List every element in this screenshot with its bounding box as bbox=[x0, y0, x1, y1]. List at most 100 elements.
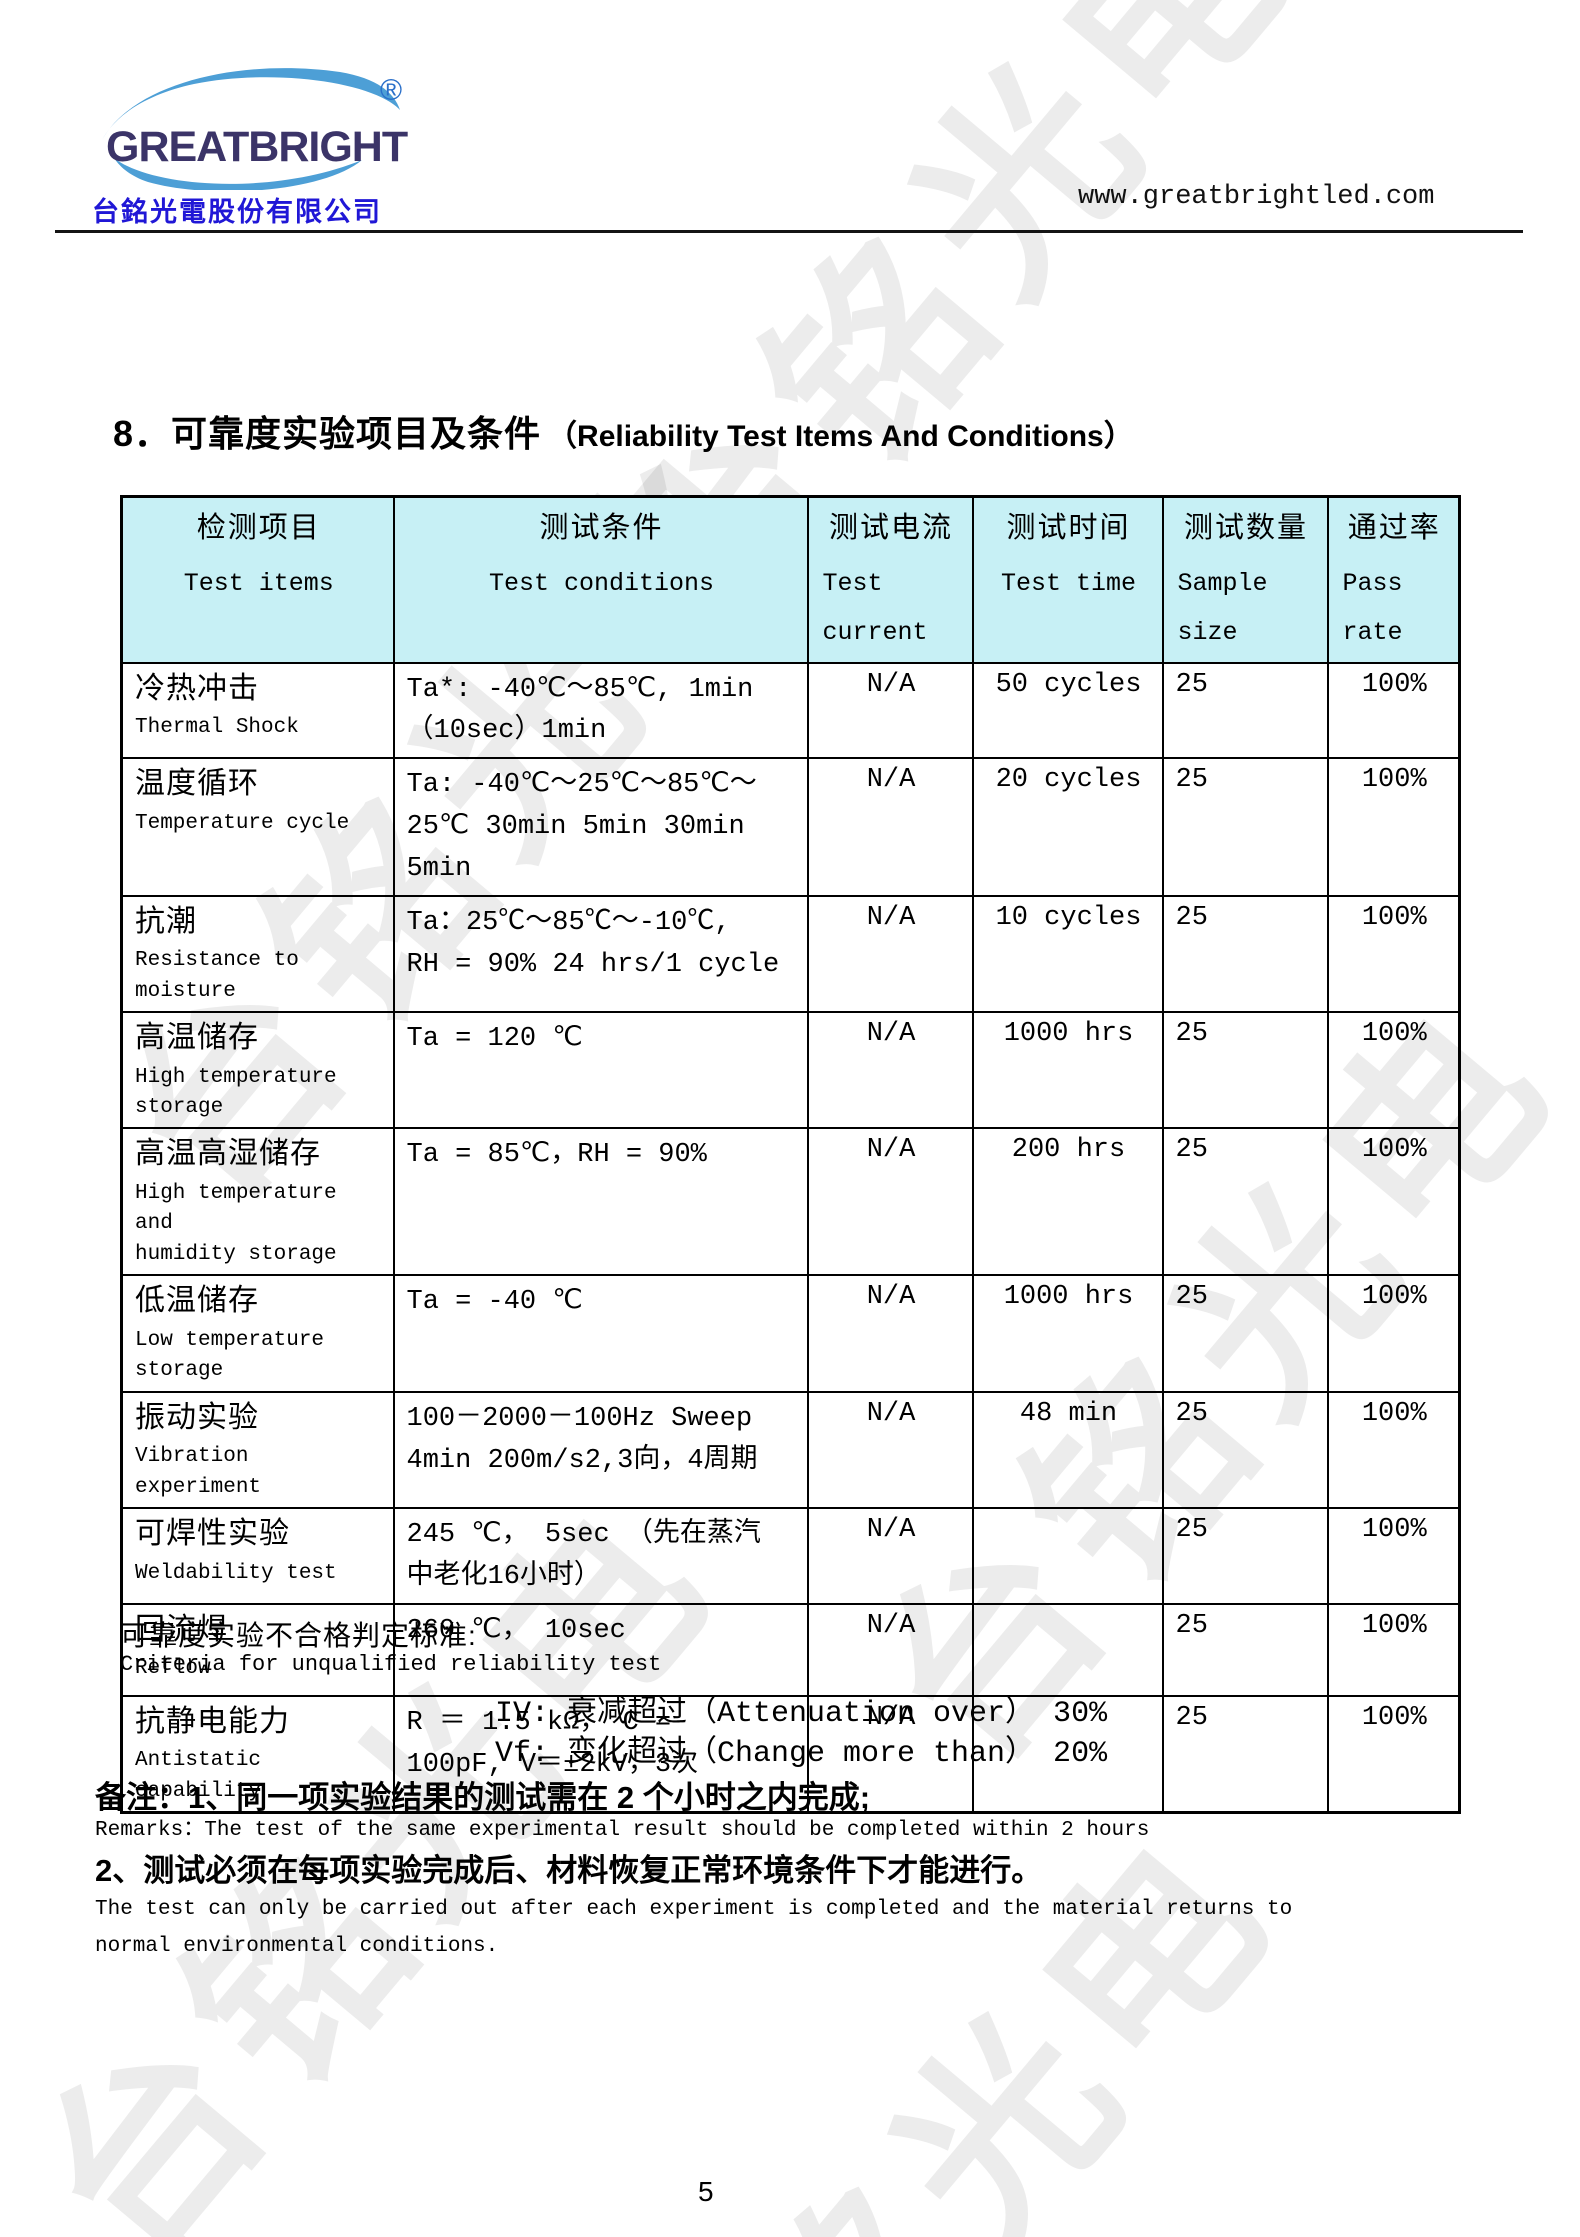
criteria-title-en: Criteria for unqualified reliability tes… bbox=[120, 1652, 662, 1677]
cell-test-conditions: Ta = -40 ℃ bbox=[392, 1274, 809, 1393]
cell-test-current: N/A bbox=[806, 661, 974, 760]
cell-test-conditions: 260 ℃， 10sec bbox=[392, 1602, 809, 1697]
cell-pass-rate: 100% bbox=[1326, 1274, 1461, 1393]
cell-test-current: N/A bbox=[806, 1011, 974, 1130]
cell-test-time: 1000 hrs bbox=[971, 1011, 1164, 1130]
test-item-en: Reflow bbox=[135, 1657, 211, 1681]
cell-test-item: 低温储存 Low temperature storage bbox=[120, 1274, 395, 1393]
column-header: 测试电流 Test current bbox=[806, 495, 974, 664]
test-item-en: Vibration experiment bbox=[135, 1445, 262, 1499]
cell-sample-size: 25 bbox=[1161, 1011, 1329, 1130]
cell-pass-rate: 100% bbox=[1326, 661, 1461, 760]
cell-test-time: 1000 hrs bbox=[971, 1274, 1164, 1393]
cell-pass-rate: 100% bbox=[1326, 1507, 1461, 1605]
test-item-en: High temperature and humidity storage bbox=[135, 1181, 337, 1266]
cell-test-current: N/A bbox=[806, 757, 974, 897]
column-header-en: Test time bbox=[1000, 569, 1137, 598]
cell-test-item: 高温高湿储存 High temperature and humidity stor… bbox=[120, 1127, 395, 1277]
column-header-zh: 测试电流 bbox=[828, 512, 953, 544]
column-header: 检测项目 Test items bbox=[120, 495, 395, 664]
test-item-zh: 回流焊 bbox=[135, 1612, 228, 1646]
cell-test-time: 50 cycles bbox=[971, 661, 1164, 760]
table-row: 低温储存 Low temperature storage Ta = -40 ℃ N/A… bbox=[120, 1274, 1461, 1393]
column-header-zh: 测试条件 bbox=[539, 512, 664, 544]
reliability-test-table: 检测项目 Test items 测试条件 Test conditions 测试电流 Tes… bbox=[120, 495, 1461, 1815]
cell-test-item: 振动实验 Vibration experiment bbox=[120, 1390, 395, 1510]
test-item-en: High temperature storage bbox=[135, 1065, 337, 1120]
test-item-zh: 高温高湿储存 bbox=[135, 1137, 321, 1171]
cell-test-item: 抗潮 Resistance to moisture bbox=[120, 894, 395, 1014]
test-item-zh: 低温储存 bbox=[135, 1284, 259, 1318]
website-url[interactable]: www.greatbrightled.com bbox=[1078, 182, 1435, 212]
test-item-en: Resistance to moisture bbox=[135, 949, 299, 1003]
table-row: 冷热冲击 Thermal Shock Ta*: -40℃～85℃, 1min （10… bbox=[120, 661, 1461, 760]
cell-test-time: 10 cycles bbox=[971, 894, 1164, 1014]
cell-test-time: 20 cycles bbox=[971, 757, 1164, 897]
test-item-zh: 抗潮 bbox=[135, 904, 197, 938]
table-row: 高温储存 High temperature storage Ta = 120 ℃ N/… bbox=[120, 1011, 1461, 1130]
cell-pass-rate: 100% bbox=[1326, 894, 1461, 1014]
cell-test-time bbox=[971, 1602, 1164, 1697]
cell-test-conditions: 100－2000－100Hz Sweep 4min 200m/s2,3向，4周期 bbox=[392, 1390, 809, 1510]
column-header-zh: 检测项目 bbox=[196, 512, 321, 544]
test-item-en: Low temperature storage bbox=[135, 1328, 325, 1383]
criteria-iv-line: IV: 衰减超过（Attenuation over） 30% bbox=[495, 1697, 1108, 1731]
column-header-en: Test items bbox=[183, 569, 334, 598]
column-header-en: Test conditions bbox=[488, 569, 715, 598]
cell-test-item: 高温储存 High temperature storage bbox=[120, 1011, 395, 1130]
cell-test-conditions: Ta：25℃～85℃～-10℃, RH = 90% 24 hrs/1 cycle bbox=[392, 894, 809, 1014]
svg-text:®: ® bbox=[380, 74, 402, 107]
table-row: 高温高湿储存 High temperature and humidity stor… bbox=[120, 1127, 1461, 1277]
test-item-en: Temperature cycle bbox=[135, 811, 350, 835]
cell-test-item: 抗静电能力 Antistatic capability bbox=[120, 1694, 395, 1814]
remark-2-en: The test can only be carried out after e… bbox=[95, 1898, 1293, 1958]
cell-pass-rate: 100% bbox=[1326, 757, 1461, 897]
remark-2-zh: 2、测试必须在每项实验完成后、材料恢复正常环境条件下才能进行。 bbox=[95, 1853, 1043, 1888]
column-header-en: Sample size bbox=[1177, 569, 1268, 647]
column-header-en: Test current bbox=[822, 569, 928, 647]
test-item-zh: 高温储存 bbox=[135, 1021, 259, 1055]
test-item-zh: 温度循环 bbox=[135, 767, 259, 801]
test-item-zh: 振动实验 bbox=[135, 1400, 259, 1434]
column-header-zh: 通过率 bbox=[1347, 512, 1441, 544]
table-header-row: 检测项目 Test items 测试条件 Test conditions 测试电流 Tes… bbox=[120, 495, 1461, 664]
test-item-en: Weldability test bbox=[135, 1561, 337, 1585]
cell-sample-size: 25 bbox=[1161, 894, 1329, 1014]
cell-test-current: N/A bbox=[806, 1694, 974, 1814]
header-divider bbox=[55, 230, 1523, 233]
remark-1-zh: 备注：1、同一项实验结果的测试需在 2 个小时之内完成; bbox=[95, 1780, 871, 1815]
table-row: 抗潮 Resistance to moisture Ta：25℃～85℃～-10℃,… bbox=[120, 894, 1461, 1014]
table-row: 振动实验 Vibration experiment 100－2000－100Hz S… bbox=[120, 1390, 1461, 1510]
cell-test-current: N/A bbox=[806, 1127, 974, 1277]
column-header-en: Pass rate bbox=[1342, 569, 1403, 647]
table-row: 抗静电能力 Antistatic capability R ＝ 1.5 kΩ， C … bbox=[120, 1694, 1461, 1814]
test-item-zh: 可焊性实验 bbox=[135, 1517, 290, 1551]
cell-test-current: N/A bbox=[806, 894, 974, 1014]
cell-test-time bbox=[971, 1694, 1164, 1814]
cell-test-item: 温度循环 Temperature cycle bbox=[120, 757, 395, 897]
cell-test-time: 200 hrs bbox=[971, 1127, 1164, 1277]
cell-test-item: 可焊性实验 Weldability test bbox=[120, 1507, 395, 1605]
cell-sample-size: 25 bbox=[1161, 757, 1329, 897]
cell-pass-rate: 100% bbox=[1326, 1011, 1461, 1130]
cell-test-time bbox=[971, 1507, 1164, 1605]
cell-test-conditions: Ta = 120 ℃ bbox=[392, 1011, 809, 1130]
column-header: 测试时间 Test time bbox=[971, 495, 1164, 664]
cell-test-current: N/A bbox=[806, 1274, 974, 1393]
cell-sample-size: 25 bbox=[1161, 1274, 1329, 1393]
cell-test-conditions: Ta*: -40℃～85℃, 1min （10sec）1min bbox=[392, 661, 809, 760]
page-number: 5 bbox=[698, 2176, 714, 2207]
test-item-en: Antistatic capability bbox=[135, 1749, 262, 1803]
criteria-vf-line: Vf: 变化超过（Change more than） 20% bbox=[495, 1737, 1108, 1771]
cell-sample-size: 25 bbox=[1161, 1127, 1329, 1277]
cell-test-item: 回流焊 Reflow bbox=[120, 1602, 395, 1697]
cell-sample-size: 25 bbox=[1161, 1694, 1329, 1814]
company-logo: GREATBRIGHT ® 台銘光電股份有限公司 bbox=[92, 58, 412, 229]
table-row: 温度循环 Temperature cycle Ta: -40℃～25℃～85℃～ 2… bbox=[120, 757, 1461, 897]
table-body: 冷热冲击 Thermal Shock Ta*: -40℃～85℃, 1min （10… bbox=[120, 661, 1461, 1814]
cell-test-conditions: 245 ℃， 5sec （先在蒸汽 中老化16小时） bbox=[392, 1507, 809, 1605]
test-item-en: Thermal Shock bbox=[135, 716, 299, 739]
column-header: 测试数量 Sample size bbox=[1161, 495, 1329, 664]
section-title-en: （Reliability Test Items And Conditions） bbox=[547, 420, 1134, 453]
